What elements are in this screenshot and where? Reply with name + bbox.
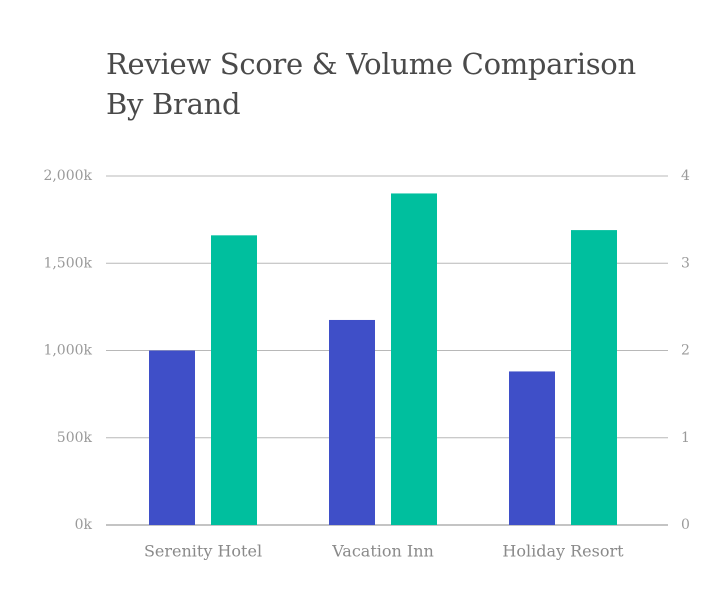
right-y-tick-label: 3 — [681, 255, 690, 271]
bar-left-axis-series — [509, 371, 555, 525]
right-y-axis: 0 1 2 3 4 — [681, 168, 690, 533]
bar-left-axis-series — [149, 350, 195, 525]
bar-left-axis-series — [329, 319, 375, 525]
x-axis: Serenity Hotel Vacation Inn Holiday Resort — [144, 542, 624, 561]
right-y-tick-label: 0 — [681, 517, 690, 533]
right-y-tick-label: 2 — [681, 343, 690, 359]
x-category-label: Vacation Inn — [331, 542, 434, 561]
bars — [149, 193, 617, 525]
bar-right-axis-series — [571, 230, 617, 525]
left-y-tick-label: 500k — [57, 430, 93, 446]
bar-right-axis-series — [211, 235, 257, 525]
left-y-tick-label: 0k — [75, 517, 93, 533]
chart-title: Review Score & Volume Comparison By Bran… — [106, 44, 696, 124]
chart-title-line-1: Review Score & Volume Comparison — [106, 47, 636, 81]
x-category-label: Serenity Hotel — [144, 542, 262, 561]
left-y-tick-label: 1,000k — [43, 343, 92, 359]
left-y-axis: 0k 500k 1,000k 1,500k 2,000k — [43, 168, 92, 533]
left-y-tick-label: 1,500k — [43, 255, 92, 271]
left-y-tick-label: 2,000k — [43, 168, 92, 184]
right-y-tick-label: 4 — [681, 168, 690, 184]
right-y-tick-label: 1 — [681, 430, 690, 446]
x-category-label: Holiday Resort — [502, 542, 624, 561]
chart-title-line-2: By Brand — [106, 87, 241, 121]
bar-right-axis-series — [391, 193, 437, 525]
